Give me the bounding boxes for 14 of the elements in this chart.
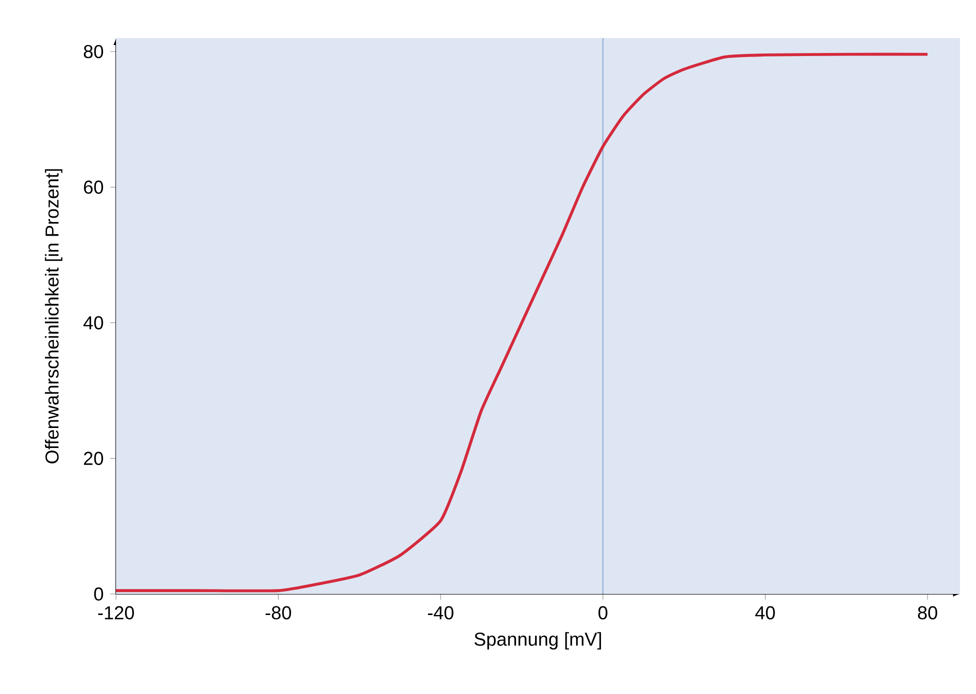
x-axis-title: Spannung [mV] [474, 632, 601, 650]
x-tick-label: -120 [98, 606, 134, 620]
y-tick-label: 40 [83, 316, 104, 330]
y-axis-title: Offenwahrscheinlichkeit [in Prozent] [44, 169, 62, 464]
x-tick-label: -40 [428, 606, 454, 620]
x-tick-label: -80 [266, 606, 292, 620]
y-tick-label: 60 [84, 180, 104, 194]
x-tick-label: 0 [598, 606, 608, 620]
y-tick-label: 80 [84, 44, 104, 58]
x-tick-label: 40 [755, 606, 775, 620]
line-series [114, 52, 930, 592]
y-tick-label: 20 [84, 452, 104, 466]
x-tick-label: 80 [918, 606, 938, 620]
y-tick-label: 0 [94, 587, 104, 601]
